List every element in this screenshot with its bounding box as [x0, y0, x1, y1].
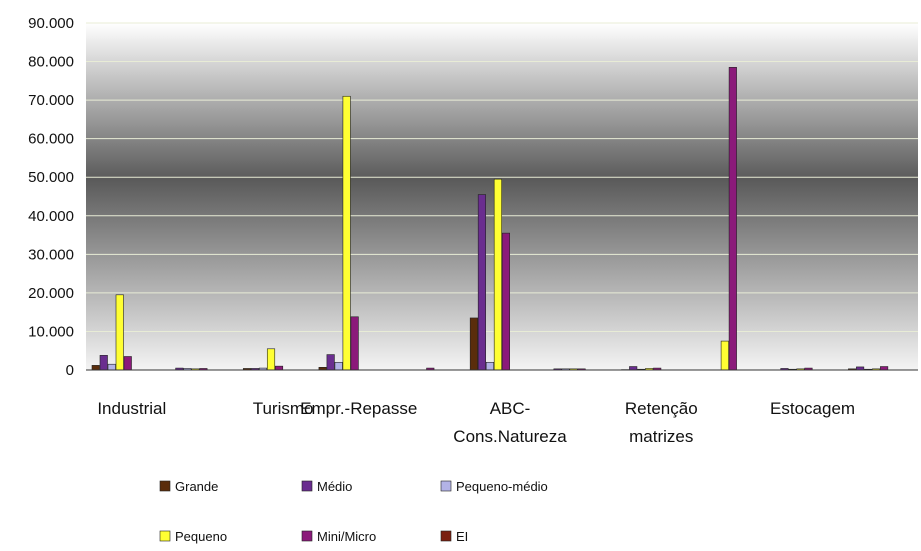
- legend-label: Pequeno-médio: [456, 479, 548, 494]
- bar-pequeno: [115, 294, 124, 371]
- bar-m-dio: [99, 355, 108, 371]
- y-tick-label: 80.000: [28, 54, 74, 71]
- y-tick-label: 50.000: [28, 169, 74, 186]
- bars: [91, 67, 889, 371]
- legend-label: EI: [456, 529, 468, 544]
- bar-grande: [91, 365, 100, 371]
- legend-label: Médio: [317, 479, 352, 494]
- bar-pequeno: [493, 178, 502, 371]
- bar-mini-micro: [123, 356, 132, 371]
- y-tick-label: 40.000: [28, 208, 74, 225]
- y-tick-label: 70.000: [28, 92, 74, 109]
- legend-label: Mini/Micro: [317, 529, 376, 544]
- legend-label: Pequeno: [175, 529, 227, 544]
- bar-mini-micro: [350, 316, 359, 371]
- legend-swatch: [440, 530, 452, 542]
- legend-swatch: [159, 530, 171, 542]
- legend-label: Grande: [175, 479, 218, 494]
- legend-swatch: [301, 530, 313, 542]
- y-tick-label: 60.000: [28, 131, 74, 148]
- category-label: Cons.Natureza: [453, 427, 567, 446]
- category-label: Retenção: [625, 399, 698, 418]
- legend-swatch: [440, 480, 452, 492]
- bar-pequeno: [720, 340, 729, 371]
- category-label: Empr.-Repasse: [300, 399, 417, 418]
- category-label: ABC-: [490, 399, 531, 418]
- bar-pequeno-m-dio: [334, 361, 343, 371]
- bar-mini-micro: [274, 365, 284, 371]
- bar-pequeno: [266, 348, 276, 371]
- bar-m-dio: [326, 354, 335, 371]
- legend-swatch: [301, 480, 313, 492]
- y-axis-ticks: 0 10.000 20.000 30.000 40.000 50.000 60.000 70.…: [28, 15, 74, 379]
- y-tick-label: 90.000: [28, 15, 74, 32]
- y-tick-label: 10.000: [28, 323, 74, 340]
- bar-grande: [469, 317, 478, 371]
- bar-pequeno-m-dio: [107, 363, 116, 371]
- category-label: Estocagem: [770, 399, 855, 418]
- y-tick-label: 20.000: [28, 285, 74, 302]
- y-tick-label: 30.000: [28, 246, 74, 263]
- y-tick-label: 0: [66, 362, 74, 379]
- bar-mini-micro: [880, 366, 889, 371]
- bar-m-dio: [477, 194, 486, 371]
- bar-mini-micro: [728, 67, 737, 371]
- category-label: Industrial: [97, 399, 166, 418]
- bar-pequeno-m-dio: [485, 361, 494, 371]
- category-label: matrizes: [629, 427, 693, 446]
- legend: Grande Médio Pequeno-médio Pequeno Mini/Micr…: [159, 479, 548, 544]
- bar-pequeno: [342, 95, 351, 371]
- bar-m-dio: [629, 366, 638, 371]
- category-label: Turismo: [253, 399, 314, 418]
- bar-mini-micro: [501, 232, 510, 371]
- legend-swatch: [159, 480, 171, 492]
